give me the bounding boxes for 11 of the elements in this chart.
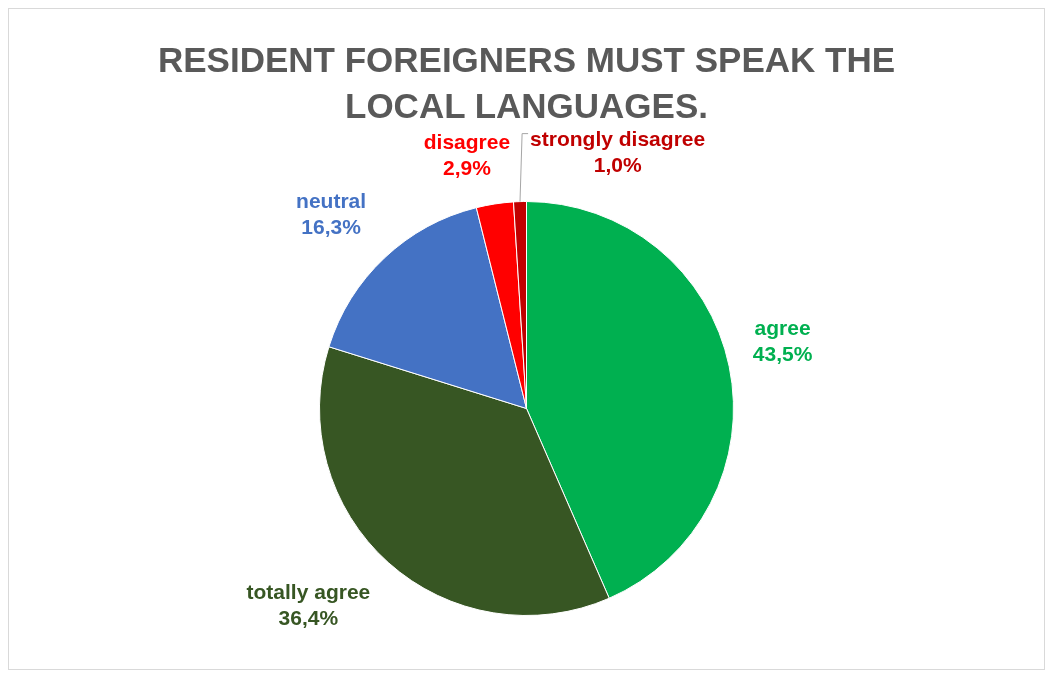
slice-label: agree (754, 315, 811, 339)
data-label: 43,5% (752, 341, 813, 365)
data-label: 2,9% (442, 155, 492, 179)
data-label: 16,3% (301, 214, 362, 238)
slice-label: strongly disagree (530, 127, 706, 151)
data-label: 36,4% (278, 605, 339, 629)
slice-label: totally agree (246, 579, 371, 603)
chart-title: RESIDENT FOREIGNERS MUST SPEAK THE LOCAL LANGUAGES. (157, 39, 896, 127)
data-label: 1,0% (593, 153, 642, 177)
slice-label: disagree (423, 129, 511, 153)
slice-label: neutral (296, 188, 367, 212)
